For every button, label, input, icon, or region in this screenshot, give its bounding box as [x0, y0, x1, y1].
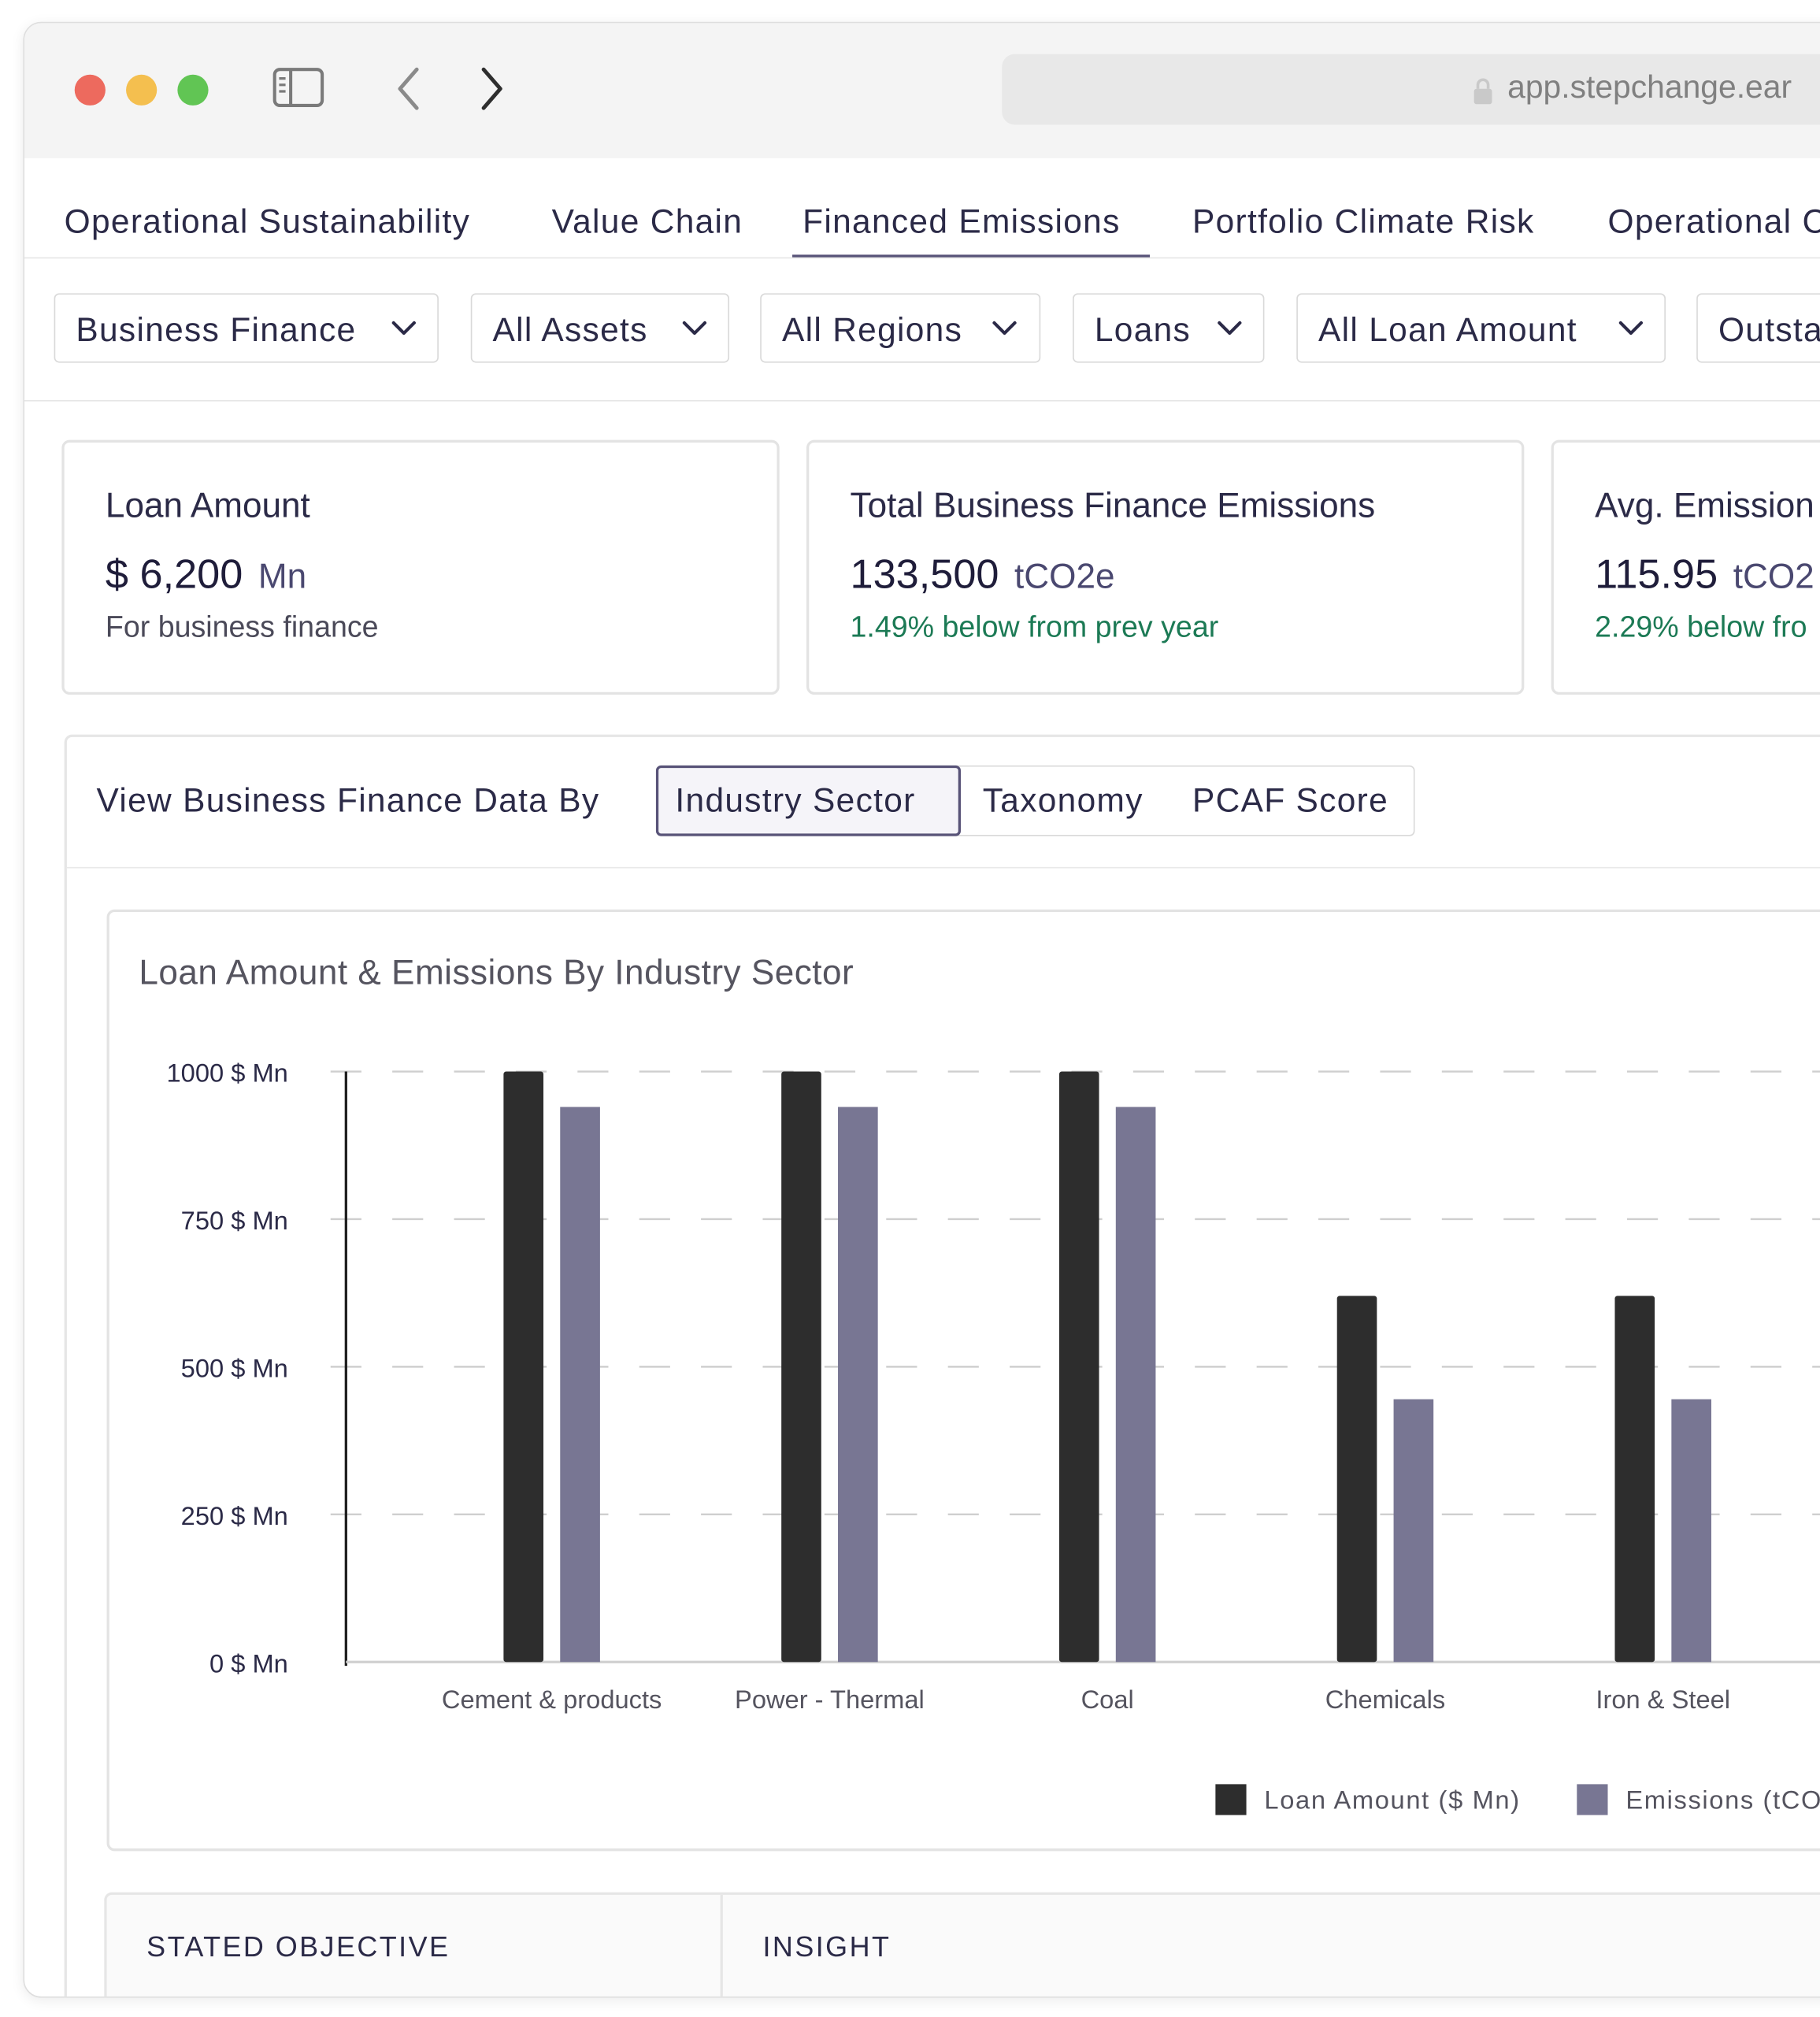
tab-value-chain[interactable]: Value Chain — [551, 202, 743, 241]
loans-dropdown[interactable]: Loans — [1073, 293, 1265, 363]
y-tick-label: 500 $ Mn — [181, 1353, 288, 1382]
chevron-down-icon — [992, 321, 1017, 336]
bar-chart: 0 $ Mn 250 $ Mn 500 $ Mn 750 $ Mn 1000 $ Mn C… — [167, 1059, 1820, 1815]
view-by-row: View Business Finance Data By Industry S… — [66, 737, 1820, 869]
card-value-row: 133,500 tCO2e — [851, 551, 1115, 598]
back-arrow-icon[interactable] — [395, 65, 423, 112]
card-trend-text: 2.29% below fro — [1595, 610, 1807, 643]
card-unit: tCO2e — [1014, 557, 1115, 596]
outstanding-dropdown[interactable]: Outsta — [1696, 293, 1820, 363]
x-tick-label: Cement & products — [442, 1685, 662, 1714]
objectives-table-header: STATED OBJECTIVE INSIGHT — [104, 1892, 1820, 1997]
bar-emissions — [838, 1107, 878, 1663]
bar-emissions — [1115, 1107, 1156, 1663]
card-value: 133,500 — [850, 551, 999, 597]
chevron-down-icon — [1618, 321, 1644, 336]
regions-dropdown[interactable]: All Regions — [760, 293, 1041, 363]
bar-loan-amount — [1058, 1071, 1099, 1663]
sidebar-toggle-icon[interactable] — [272, 65, 324, 109]
legend-label: Loan Amount ($ Mn) — [1264, 1785, 1520, 1814]
tab-financed-emissions[interactable]: Financed Emissions — [803, 202, 1121, 241]
total-emissions-card: Total Business Finance Emissions 133,500… — [806, 439, 1525, 695]
business-finance-panel: View Business Finance Data By Industry S… — [64, 734, 1820, 1997]
bar-loan-amount — [781, 1071, 821, 1663]
card-value-row: 115.95 tCO2 — [1595, 551, 1814, 598]
card-unit: Mn — [258, 557, 307, 596]
card-title: Total Business Finance Emissions — [850, 486, 1376, 525]
assets-dropdown[interactable]: All Assets — [470, 293, 730, 363]
card-value-row: $ 6,200 Mn — [106, 551, 306, 598]
bar-loan-amount — [1336, 1296, 1377, 1663]
legend-swatch — [1577, 1784, 1608, 1815]
bar-loan-amount — [503, 1071, 544, 1663]
browser-window: app.stepchange.ear Operational Sustainab… — [23, 21, 1820, 1998]
dropdown-label: All Loan Amount — [1318, 310, 1577, 349]
dropdown-label: Loans — [1094, 310, 1192, 349]
y-tick-label: 1000 $ Mn — [167, 1059, 288, 1088]
active-tab-indicator — [792, 254, 1151, 258]
forward-arrow-icon[interactable] — [477, 65, 506, 112]
column-header-stated-objective: STATED OBJECTIVE — [146, 1930, 450, 1963]
address-bar[interactable]: app.stepchange.ear — [1002, 54, 1820, 125]
chevron-down-icon — [1218, 321, 1242, 336]
x-tick-label: Iron & Steel — [1596, 1685, 1730, 1714]
legend-label: Emissions (tCO — [1625, 1785, 1820, 1814]
filter-bar: Business Finance All Assets All Regions … — [24, 258, 1820, 402]
url-text: app.stepchange.ear — [1507, 69, 1792, 106]
column-header-insight: INSIGHT — [762, 1930, 891, 1963]
card-value: $ 6,200 — [105, 551, 243, 597]
segment-industry-sector[interactable]: Industry Sector — [675, 780, 916, 820]
card-subtext: For business finance — [105, 610, 379, 643]
card-trend-text: 1.49% below from prev year — [850, 610, 1219, 643]
x-tick-label: Power - Thermal — [735, 1685, 925, 1714]
segment-taxonomy[interactable]: Taxonomy — [982, 780, 1144, 820]
zoom-window-button[interactable] — [177, 74, 209, 106]
loan-amount-card: Loan Amount $ 6,200 Mn For business finan… — [61, 439, 780, 695]
dropdown-label: All Regions — [781, 310, 963, 349]
y-tick-label: 250 $ Mn — [181, 1501, 288, 1530]
bar-emissions — [1393, 1399, 1434, 1663]
bar-loan-amount — [1614, 1296, 1655, 1663]
y-tick-label: 0 $ Mn — [209, 1648, 288, 1678]
dropdown-label: Business Finance — [76, 310, 357, 349]
card-title: Loan Amount — [105, 486, 310, 525]
lock-icon — [1473, 78, 1492, 105]
card-unit: tCO2 — [1733, 557, 1814, 596]
chevron-down-icon — [391, 321, 416, 336]
view-by-label: View Business Finance Data By — [96, 780, 600, 820]
legend-swatch — [1215, 1784, 1247, 1815]
chart-card: Loan Amount & Emissions By Industry Sect… — [106, 909, 1820, 1852]
loan-amount-dropdown[interactable]: All Loan Amount — [1296, 293, 1666, 363]
dropdown-label: All Assets — [492, 310, 648, 349]
minimize-window-button[interactable] — [126, 74, 158, 106]
chevron-down-icon — [682, 321, 707, 336]
avg-emission-card: Avg. Emission 115.95 tCO2 2.29% below fro — [1551, 439, 1820, 695]
y-tick-label: 750 $ Mn — [181, 1206, 288, 1235]
close-window-button[interactable] — [74, 74, 106, 106]
segment-active-indicator — [655, 765, 962, 836]
tab-operational-sustainability[interactable]: Operational Sustainability — [64, 202, 471, 241]
dropdown-label: Outsta — [1718, 310, 1820, 349]
tab-portfolio-climate-risk[interactable]: Portfolio Climate Risk — [1192, 202, 1535, 241]
segment-pcaf-score[interactable]: PCAF Score — [1192, 780, 1389, 820]
title-bar: app.stepchange.ear — [24, 23, 1820, 158]
business-finance-dropdown[interactable]: Business Finance — [54, 293, 439, 363]
tab-operational-c[interactable]: Operational C — [1607, 202, 1820, 241]
chart-title: Loan Amount & Emissions By Industry Sect… — [139, 953, 854, 992]
card-value: 115.95 — [1595, 551, 1718, 597]
card-title: Avg. Emission — [1595, 486, 1814, 525]
bar-emissions — [1671, 1399, 1711, 1663]
column-divider — [720, 1894, 723, 1997]
view-by-segmented-control: Industry Sector Taxonomy PCAF Score — [655, 765, 1415, 836]
x-tick-label: Chemicals — [1325, 1685, 1445, 1714]
x-tick-label: Coal — [1081, 1685, 1134, 1714]
module-tabs: Operational Sustainability Value Chain F… — [24, 158, 1820, 259]
bar-emissions — [560, 1107, 600, 1663]
